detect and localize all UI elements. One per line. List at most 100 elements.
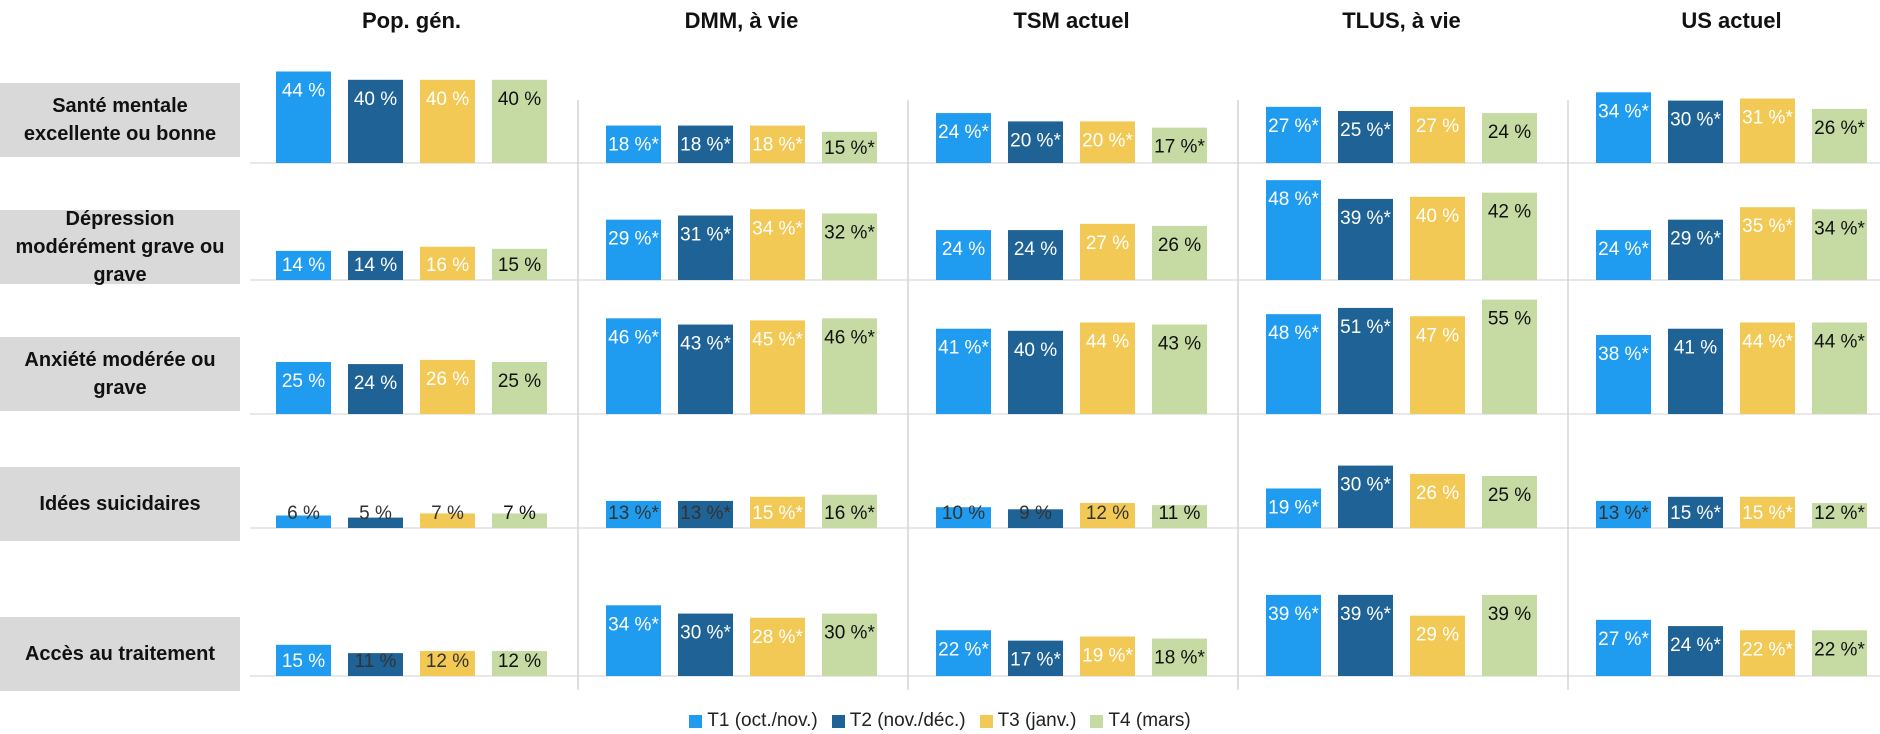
- bar: [936, 230, 991, 280]
- value-label: 24 %: [1488, 122, 1531, 143]
- bar: [492, 651, 547, 676]
- bar: [1410, 473, 1465, 528]
- value-label: 5 %: [359, 503, 392, 524]
- bar: [822, 613, 877, 676]
- bar: [822, 318, 877, 414]
- row-label: Accès au traitement: [0, 617, 240, 691]
- bar: [750, 125, 805, 163]
- value-label: 27 %: [1086, 233, 1129, 254]
- value-label: 13 %*: [680, 503, 731, 524]
- value-label: 26 %: [1158, 235, 1201, 256]
- value-label: 24 %*: [938, 122, 989, 143]
- bar: [420, 79, 475, 163]
- value-label: 30 %*: [1340, 475, 1391, 496]
- bar: [936, 113, 991, 163]
- legend-swatch: [689, 714, 703, 728]
- value-label: 34 %*: [752, 218, 803, 239]
- value-label: 27 %: [1416, 116, 1459, 137]
- value-label: 15 %*: [752, 503, 803, 524]
- value-label: 13 %*: [1598, 503, 1649, 524]
- bar: [1266, 106, 1321, 163]
- row-label: Anxiété modérée ou grave: [0, 337, 240, 411]
- value-label: 25 %: [282, 371, 325, 392]
- bar: [420, 359, 475, 414]
- value-label: 19 %*: [1082, 645, 1133, 666]
- bar: [1668, 219, 1723, 280]
- bar: [936, 507, 991, 528]
- bar: [606, 219, 661, 280]
- bar: [936, 630, 991, 676]
- bar: [1008, 230, 1063, 280]
- value-label: 48 %*: [1268, 189, 1319, 210]
- legend-label: T3 (janv.): [997, 710, 1077, 731]
- value-label: 18 %*: [1154, 648, 1205, 669]
- bar: [1740, 207, 1795, 280]
- bar: [678, 613, 733, 676]
- value-label: 9 %: [1019, 503, 1052, 524]
- bar: [1410, 615, 1465, 676]
- bar: [1410, 316, 1465, 414]
- value-label: 10 %: [942, 503, 985, 524]
- value-label: 13 %*: [608, 503, 659, 524]
- bar: [1668, 496, 1723, 528]
- value-label: 39 %*: [1268, 604, 1319, 625]
- legend-item: T1 (oct./nov.): [689, 710, 818, 732]
- bar: [1080, 121, 1135, 163]
- value-label: 22 %*: [1742, 639, 1793, 660]
- value-label: 30 %*: [1670, 110, 1721, 131]
- bar: [276, 250, 331, 280]
- value-label: 11 %: [355, 651, 397, 672]
- value-label: 14 %: [354, 255, 397, 276]
- value-label: 39 %: [1488, 604, 1531, 625]
- bar: [1668, 626, 1723, 676]
- bar: [420, 513, 475, 528]
- value-label: 25 %: [1488, 485, 1531, 506]
- value-label: 18 %*: [680, 135, 731, 156]
- bar: [822, 131, 877, 163]
- value-label: 42 %: [1488, 202, 1531, 223]
- row-label: Dépression modérément grave ou grave: [0, 208, 240, 286]
- bar: [348, 250, 403, 280]
- bar: [1596, 619, 1651, 676]
- bar: [1596, 92, 1651, 163]
- bar: [1152, 225, 1207, 280]
- bar: [750, 496, 805, 528]
- value-label: 51 %*: [1340, 317, 1391, 338]
- value-label: 25 %: [498, 371, 541, 392]
- value-label: 39 %*: [1340, 208, 1391, 229]
- column-title: DMM, à vie: [685, 8, 799, 33]
- value-label: 30 %*: [824, 623, 875, 644]
- value-label: 19 %*: [1268, 497, 1319, 518]
- bar: [276, 515, 331, 528]
- value-label: 34 %*: [1598, 101, 1649, 122]
- value-label: 34 %*: [1814, 218, 1865, 239]
- value-label: 29 %*: [1670, 229, 1721, 250]
- value-label: 29 %*: [608, 229, 659, 250]
- bar: [1266, 488, 1321, 528]
- value-label: 40 %: [498, 89, 541, 110]
- bar: [1080, 223, 1135, 280]
- value-label: 43 %: [1158, 334, 1201, 355]
- value-label: 24 %*: [1598, 239, 1649, 260]
- value-label: 16 %*: [824, 503, 875, 524]
- value-label: 41 %*: [938, 338, 989, 359]
- bar: [1482, 299, 1537, 414]
- bar: [1080, 322, 1135, 414]
- value-label: 18 %*: [608, 135, 659, 156]
- value-label: 31 %*: [1742, 108, 1793, 129]
- value-label: 20 %*: [1010, 130, 1061, 151]
- value-label: 7 %: [431, 503, 464, 524]
- bar: [1152, 127, 1207, 163]
- bar: [606, 318, 661, 414]
- legend-item: T4 (mars): [1090, 710, 1191, 732]
- bar: [1266, 180, 1321, 280]
- bar: [348, 79, 403, 163]
- bar: [1482, 594, 1537, 676]
- bar: [822, 213, 877, 280]
- bar: [1338, 465, 1393, 528]
- value-label: 18 %*: [752, 135, 803, 156]
- bar: [492, 513, 547, 528]
- bar: [1008, 509, 1063, 528]
- value-label: 27 %*: [1268, 116, 1319, 137]
